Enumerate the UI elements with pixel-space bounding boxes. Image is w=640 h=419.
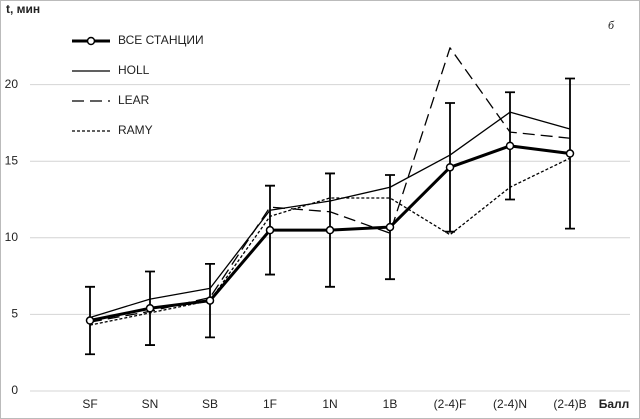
- legend-label: LEAR: [118, 93, 150, 107]
- point-marker: [205, 296, 215, 305]
- annotation: б: [608, 18, 615, 32]
- x-tick-label: SF: [82, 397, 97, 411]
- point-marker: [565, 149, 575, 158]
- point-marker: [385, 222, 395, 232]
- point-marker: [145, 304, 155, 313]
- x-tick-label: 1F: [263, 397, 277, 411]
- x-tick-label: (2-4)F: [434, 397, 467, 411]
- legend-marker: [86, 36, 96, 46]
- x-tick-label: SB: [202, 397, 218, 411]
- series-line: [89, 157, 571, 326]
- point-marker: [445, 163, 455, 172]
- x-tick-label: SN: [142, 397, 159, 411]
- y-tick-label: 15: [5, 153, 19, 167]
- y-tick-label: 10: [5, 230, 19, 244]
- x-tick-label: (2-4)N: [493, 397, 527, 411]
- x-tick-label: (2-4)B: [553, 397, 586, 411]
- point-marker: [505, 141, 515, 151]
- y-tick-label: 20: [5, 77, 19, 91]
- y-tick-label: 5: [11, 307, 18, 321]
- y-axis-label: t, мин: [6, 2, 40, 16]
- legend-label: RAMY: [118, 123, 153, 137]
- legend-label: ВСЕ СТАНЦИИ: [118, 33, 204, 47]
- point-marker: [85, 316, 95, 325]
- x-tick-label: 1B: [383, 397, 398, 411]
- y-tick-label: 0: [11, 383, 18, 397]
- x-axis-label: Балл: [599, 397, 630, 411]
- point-marker: [325, 225, 335, 235]
- x-tick-label: 1N: [322, 397, 337, 411]
- legend-label: HOLL: [118, 63, 150, 77]
- point-marker: [265, 225, 275, 235]
